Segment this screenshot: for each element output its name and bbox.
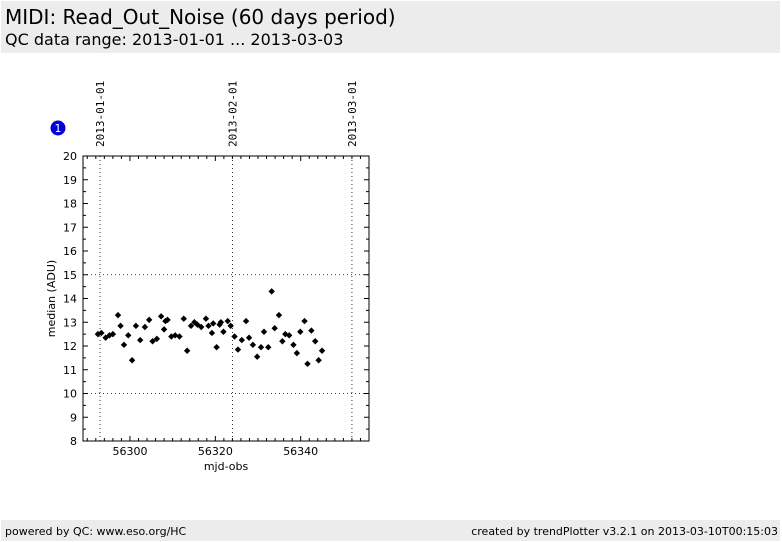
data-point-14 bbox=[149, 338, 156, 345]
data-point-45 bbox=[253, 353, 261, 360]
y-axis-label: median (ADU) bbox=[45, 260, 58, 337]
y-tick-label-0: 8 bbox=[70, 435, 77, 448]
data-point-56 bbox=[293, 349, 301, 357]
data-point-58 bbox=[301, 317, 308, 325]
data-point-1 bbox=[98, 329, 105, 337]
data-point-22 bbox=[176, 333, 183, 340]
data-point-4 bbox=[109, 330, 117, 338]
data-point-6 bbox=[117, 322, 124, 330]
x-tick-label-1: 56320 bbox=[198, 445, 233, 458]
x-tick-label-2: 56340 bbox=[283, 445, 318, 458]
data-point-36 bbox=[220, 328, 227, 335]
data-point-41 bbox=[238, 336, 245, 344]
data-point-35 bbox=[217, 319, 225, 326]
data-point-11 bbox=[137, 336, 144, 344]
y-tick-label-4: 12 bbox=[63, 340, 77, 353]
date-marker-label-2: 2013-03-01 bbox=[346, 81, 359, 147]
y-tick-label-2: 10 bbox=[63, 388, 77, 401]
data-point-17 bbox=[160, 326, 168, 333]
data-point-54 bbox=[285, 332, 293, 339]
y-tick-label-6: 14 bbox=[63, 293, 77, 306]
x-axis-label: mjd-obs bbox=[204, 460, 249, 473]
data-point-40 bbox=[234, 346, 242, 353]
footer-credit: powered by QC: www.eso.org/HC bbox=[5, 525, 187, 538]
plot-number-badge: 1 bbox=[50, 120, 66, 136]
y-tick-label-10: 18 bbox=[63, 198, 77, 211]
data-point-9 bbox=[128, 357, 136, 364]
y-tick-label-3: 11 bbox=[63, 364, 77, 377]
data-point-19 bbox=[164, 316, 171, 324]
data-point-38 bbox=[227, 322, 234, 330]
data-point-29 bbox=[202, 315, 210, 322]
data-point-30 bbox=[205, 322, 212, 330]
data-point-2 bbox=[102, 334, 109, 341]
data-point-46 bbox=[257, 343, 265, 351]
data-point-18 bbox=[162, 317, 169, 325]
data-point-62 bbox=[315, 357, 322, 364]
date-marker-label-0: 2013-01-01 bbox=[94, 81, 107, 147]
data-point-60 bbox=[308, 327, 315, 334]
data-point-15 bbox=[153, 335, 161, 343]
data-point-13 bbox=[145, 316, 153, 324]
y-tick-label-5: 13 bbox=[63, 316, 77, 329]
data-point-57 bbox=[297, 328, 304, 335]
data-point-47 bbox=[260, 328, 268, 335]
y-tick-label-7: 15 bbox=[63, 269, 77, 282]
x-tick-label-0: 56300 bbox=[112, 445, 147, 458]
data-point-44 bbox=[249, 341, 257, 349]
page-title: MIDI: Read_Out_Noise (60 days period) bbox=[5, 5, 396, 29]
header-bar: MIDI: Read_Out_Noise (60 days period) QC… bbox=[1, 1, 780, 53]
y-tick-label-12: 20 bbox=[63, 150, 77, 163]
data-point-10 bbox=[132, 322, 140, 330]
y-tick-label-9: 17 bbox=[63, 221, 77, 234]
data-point-39 bbox=[231, 333, 238, 340]
plot-area bbox=[82, 155, 370, 442]
y-tick-label-8: 16 bbox=[63, 245, 77, 258]
date-marker-label-1: 2013-02-01 bbox=[226, 81, 239, 147]
data-point-25 bbox=[187, 322, 195, 330]
data-point-49 bbox=[268, 288, 275, 295]
data-point-32 bbox=[209, 320, 217, 327]
data-point-34 bbox=[216, 321, 223, 328]
data-point-24 bbox=[183, 347, 191, 354]
data-point-8 bbox=[125, 332, 132, 339]
data-point-61 bbox=[312, 338, 319, 345]
data-point-52 bbox=[279, 338, 286, 345]
data-point-16 bbox=[157, 313, 165, 320]
data-point-28 bbox=[198, 323, 205, 331]
data-point-33 bbox=[213, 343, 220, 351]
plot-number-label: 1 bbox=[55, 122, 62, 135]
data-point-7 bbox=[120, 341, 128, 349]
data-point-12 bbox=[141, 323, 149, 331]
data-point-37 bbox=[224, 317, 231, 325]
data-point-55 bbox=[290, 341, 297, 349]
data-point-63 bbox=[318, 347, 326, 354]
data-point-50 bbox=[271, 324, 278, 332]
data-point-59 bbox=[304, 360, 311, 368]
data-point-5 bbox=[114, 311, 122, 319]
data-point-43 bbox=[245, 334, 253, 341]
data-point-48 bbox=[265, 343, 272, 351]
page-subtitle: QC data range: 2013-01-01 ... 2013-03-03 bbox=[5, 30, 344, 49]
data-point-31 bbox=[208, 329, 216, 337]
data-point-23 bbox=[180, 315, 187, 322]
data-point-51 bbox=[275, 311, 283, 319]
data-point-42 bbox=[242, 317, 250, 325]
footer-generator: created by trendPlotter v3.2.1 on 2013-0… bbox=[471, 525, 778, 538]
y-tick-label-11: 19 bbox=[63, 174, 77, 187]
footer-bar: powered by QC: www.eso.org/HC created by… bbox=[1, 520, 780, 541]
y-tick-label-1: 9 bbox=[70, 411, 77, 424]
